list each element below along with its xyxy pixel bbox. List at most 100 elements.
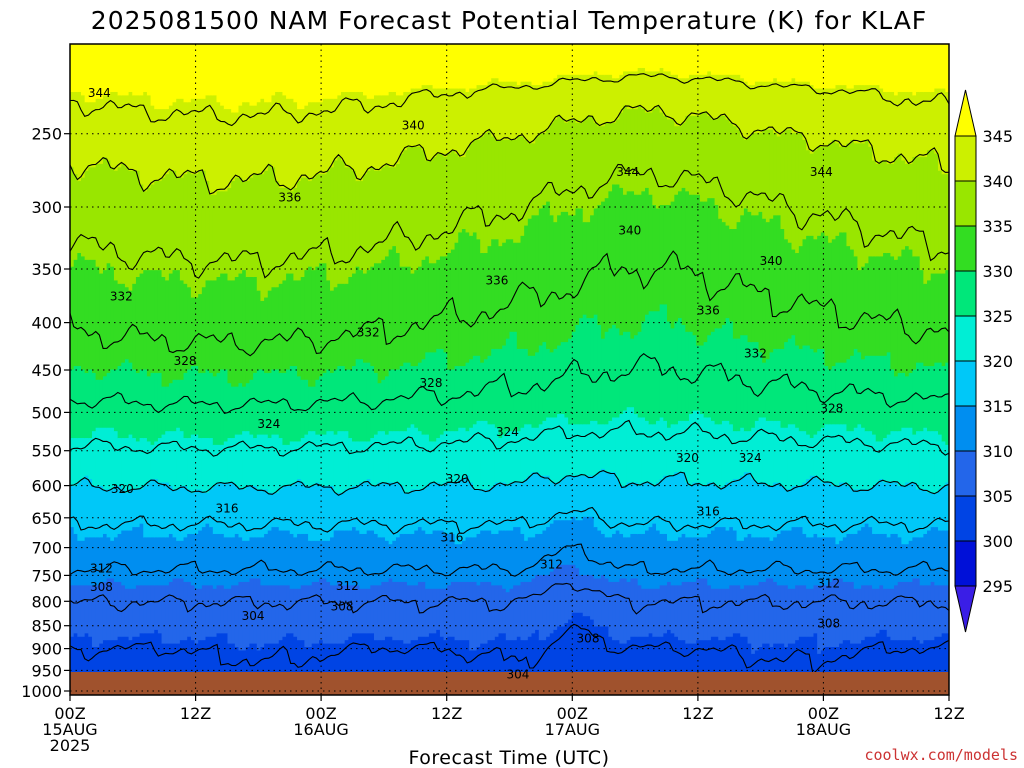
band-cell [337, 283, 342, 367]
band-cell [238, 537, 243, 583]
band-cell [363, 362, 368, 443]
band-cell [443, 44, 448, 90]
band-cell [212, 376, 218, 446]
band-cell [99, 163, 104, 275]
band-cell [439, 434, 445, 487]
band-cell [406, 643, 412, 686]
contour-label: 312 [90, 561, 113, 575]
band-cell [172, 102, 177, 172]
band-cell [864, 139, 870, 264]
band-cell [846, 246, 851, 360]
band-cell [538, 533, 544, 576]
band-cell [780, 427, 785, 487]
band-cell [645, 530, 650, 590]
band-cell [520, 482, 525, 535]
band-cell [718, 328, 723, 425]
band-cell [743, 44, 749, 83]
band-cell [238, 581, 243, 652]
band-cell [564, 417, 569, 477]
band-cell [608, 191, 613, 329]
band-cell [773, 482, 778, 538]
band-cell [824, 366, 829, 425]
band-cell [165, 44, 170, 110]
band-cell [718, 115, 723, 220]
band-cell [520, 235, 525, 350]
band-cell [773, 643, 778, 695]
band-cell [88, 438, 93, 480]
band-cell [883, 482, 888, 535]
band-cell [322, 578, 327, 645]
band-cell [557, 520, 562, 566]
band-cell [736, 74, 741, 131]
band-cell [546, 575, 551, 638]
band-cell [798, 585, 804, 638]
band-cell [553, 520, 558, 569]
band-cell [546, 417, 551, 477]
band-cell [773, 537, 778, 583]
band-cell [861, 143, 866, 268]
band-cell [216, 191, 221, 278]
band-cell [527, 424, 533, 477]
band-cell [410, 146, 415, 275]
band-cell [773, 44, 778, 79]
band-cell [663, 304, 668, 422]
band-cell [300, 533, 305, 586]
band-cell [308, 485, 313, 542]
band-cell [612, 472, 617, 535]
band-cell [806, 636, 811, 695]
band-cell [509, 431, 514, 484]
band-cell [630, 636, 635, 686]
band-cell [99, 485, 104, 538]
band-cell [370, 266, 375, 367]
band-cell [392, 167, 397, 247]
band-cell [721, 44, 727, 76]
band-cell [113, 431, 119, 487]
band-cell [253, 643, 258, 695]
band-cell [132, 438, 137, 491]
band-cell [304, 379, 309, 436]
band-cell [421, 636, 426, 695]
band-cell [560, 74, 566, 120]
band-cell [934, 44, 939, 90]
band-cell [231, 585, 236, 645]
band-cell [652, 44, 657, 73]
band-cell [253, 105, 258, 175]
band-cell [703, 537, 708, 580]
band-cell [289, 191, 295, 275]
band-cell [575, 122, 580, 210]
band-cell [91, 102, 97, 168]
band-cell [454, 581, 459, 641]
band-cell [179, 280, 185, 381]
band-cell [282, 530, 287, 586]
band-cell [165, 585, 170, 645]
band-cell [652, 523, 657, 590]
colorbar-tick-label: 315 [982, 397, 1013, 416]
band-cell [531, 85, 536, 144]
band-cell [234, 434, 240, 487]
band-cell [121, 530, 126, 586]
band-cell [476, 139, 481, 240]
band-cell [894, 259, 899, 377]
band-cell [271, 434, 276, 494]
band-cell [875, 441, 881, 484]
band-cell [322, 434, 327, 487]
band-cell [938, 88, 943, 172]
band-cell [286, 187, 291, 275]
band-cell [73, 438, 78, 487]
contour-label: 316 [697, 505, 720, 519]
band-cell [831, 485, 837, 538]
band-cell [124, 167, 130, 288]
band-cell [359, 633, 364, 695]
band-cell [95, 485, 100, 538]
band-cell [806, 81, 811, 151]
band-cell [395, 44, 401, 96]
band-cell [743, 208, 749, 336]
band-cell [436, 259, 441, 350]
band-cell [183, 372, 188, 439]
band-cell [77, 91, 82, 182]
band-cell [776, 643, 782, 695]
band-cell [571, 516, 577, 566]
band-cell [897, 91, 902, 155]
band-cell [927, 150, 932, 282]
band-cell [253, 537, 258, 580]
